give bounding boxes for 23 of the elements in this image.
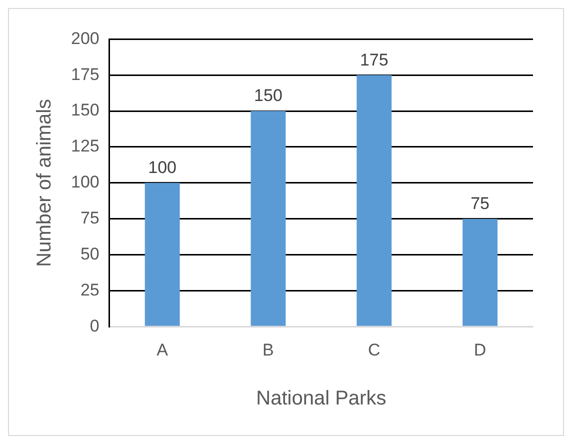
y-tick-label: 125 [70, 136, 100, 156]
data-label: 175 [360, 50, 388, 70]
bar [356, 75, 392, 326]
y-tick-label: 50 [80, 244, 100, 264]
y-tick-label: 75 [80, 208, 100, 228]
x-tick-label: A [156, 340, 169, 360]
y-tick-label: 150 [70, 100, 100, 120]
y-axis-title: Number of animals [34, 98, 56, 267]
y-tick-label: 100 [70, 172, 100, 192]
y-tick-label: 0 [90, 316, 100, 336]
x-tick-label: B [262, 340, 274, 360]
y-tick-label: 25 [80, 280, 100, 300]
x-tick-label: C [368, 340, 380, 360]
data-label: 75 [470, 194, 490, 214]
data-label: 100 [148, 158, 177, 178]
x-axis-title: National Parks [256, 388, 386, 410]
bar [144, 182, 180, 326]
x-tick-label: D [474, 340, 486, 360]
y-tick-label: 200 [70, 28, 100, 48]
y-tick-label: 175 [70, 64, 100, 84]
data-label: 150 [254, 86, 282, 106]
bar [462, 218, 498, 326]
bar [250, 111, 286, 326]
